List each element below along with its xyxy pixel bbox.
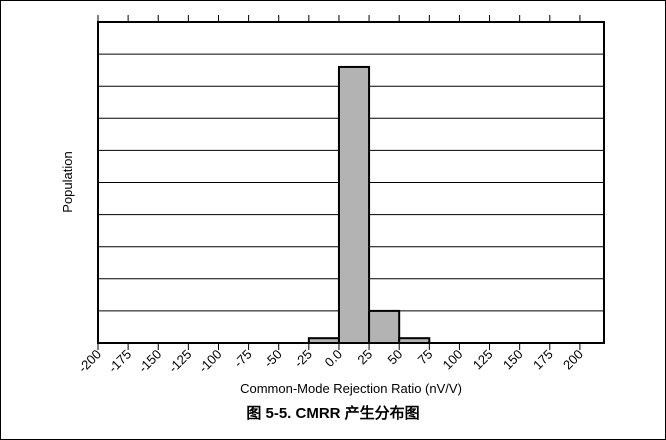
x-axis-label: Common-Mode Rejection Ratio (nV/V) (240, 381, 462, 396)
bar (368, 309, 401, 344)
plot-border (97, 21, 605, 344)
caption: 图 5-5. CMRR 产生分布图 (246, 404, 419, 422)
y-axis-label: Population (60, 151, 75, 212)
bar (337, 65, 371, 344)
